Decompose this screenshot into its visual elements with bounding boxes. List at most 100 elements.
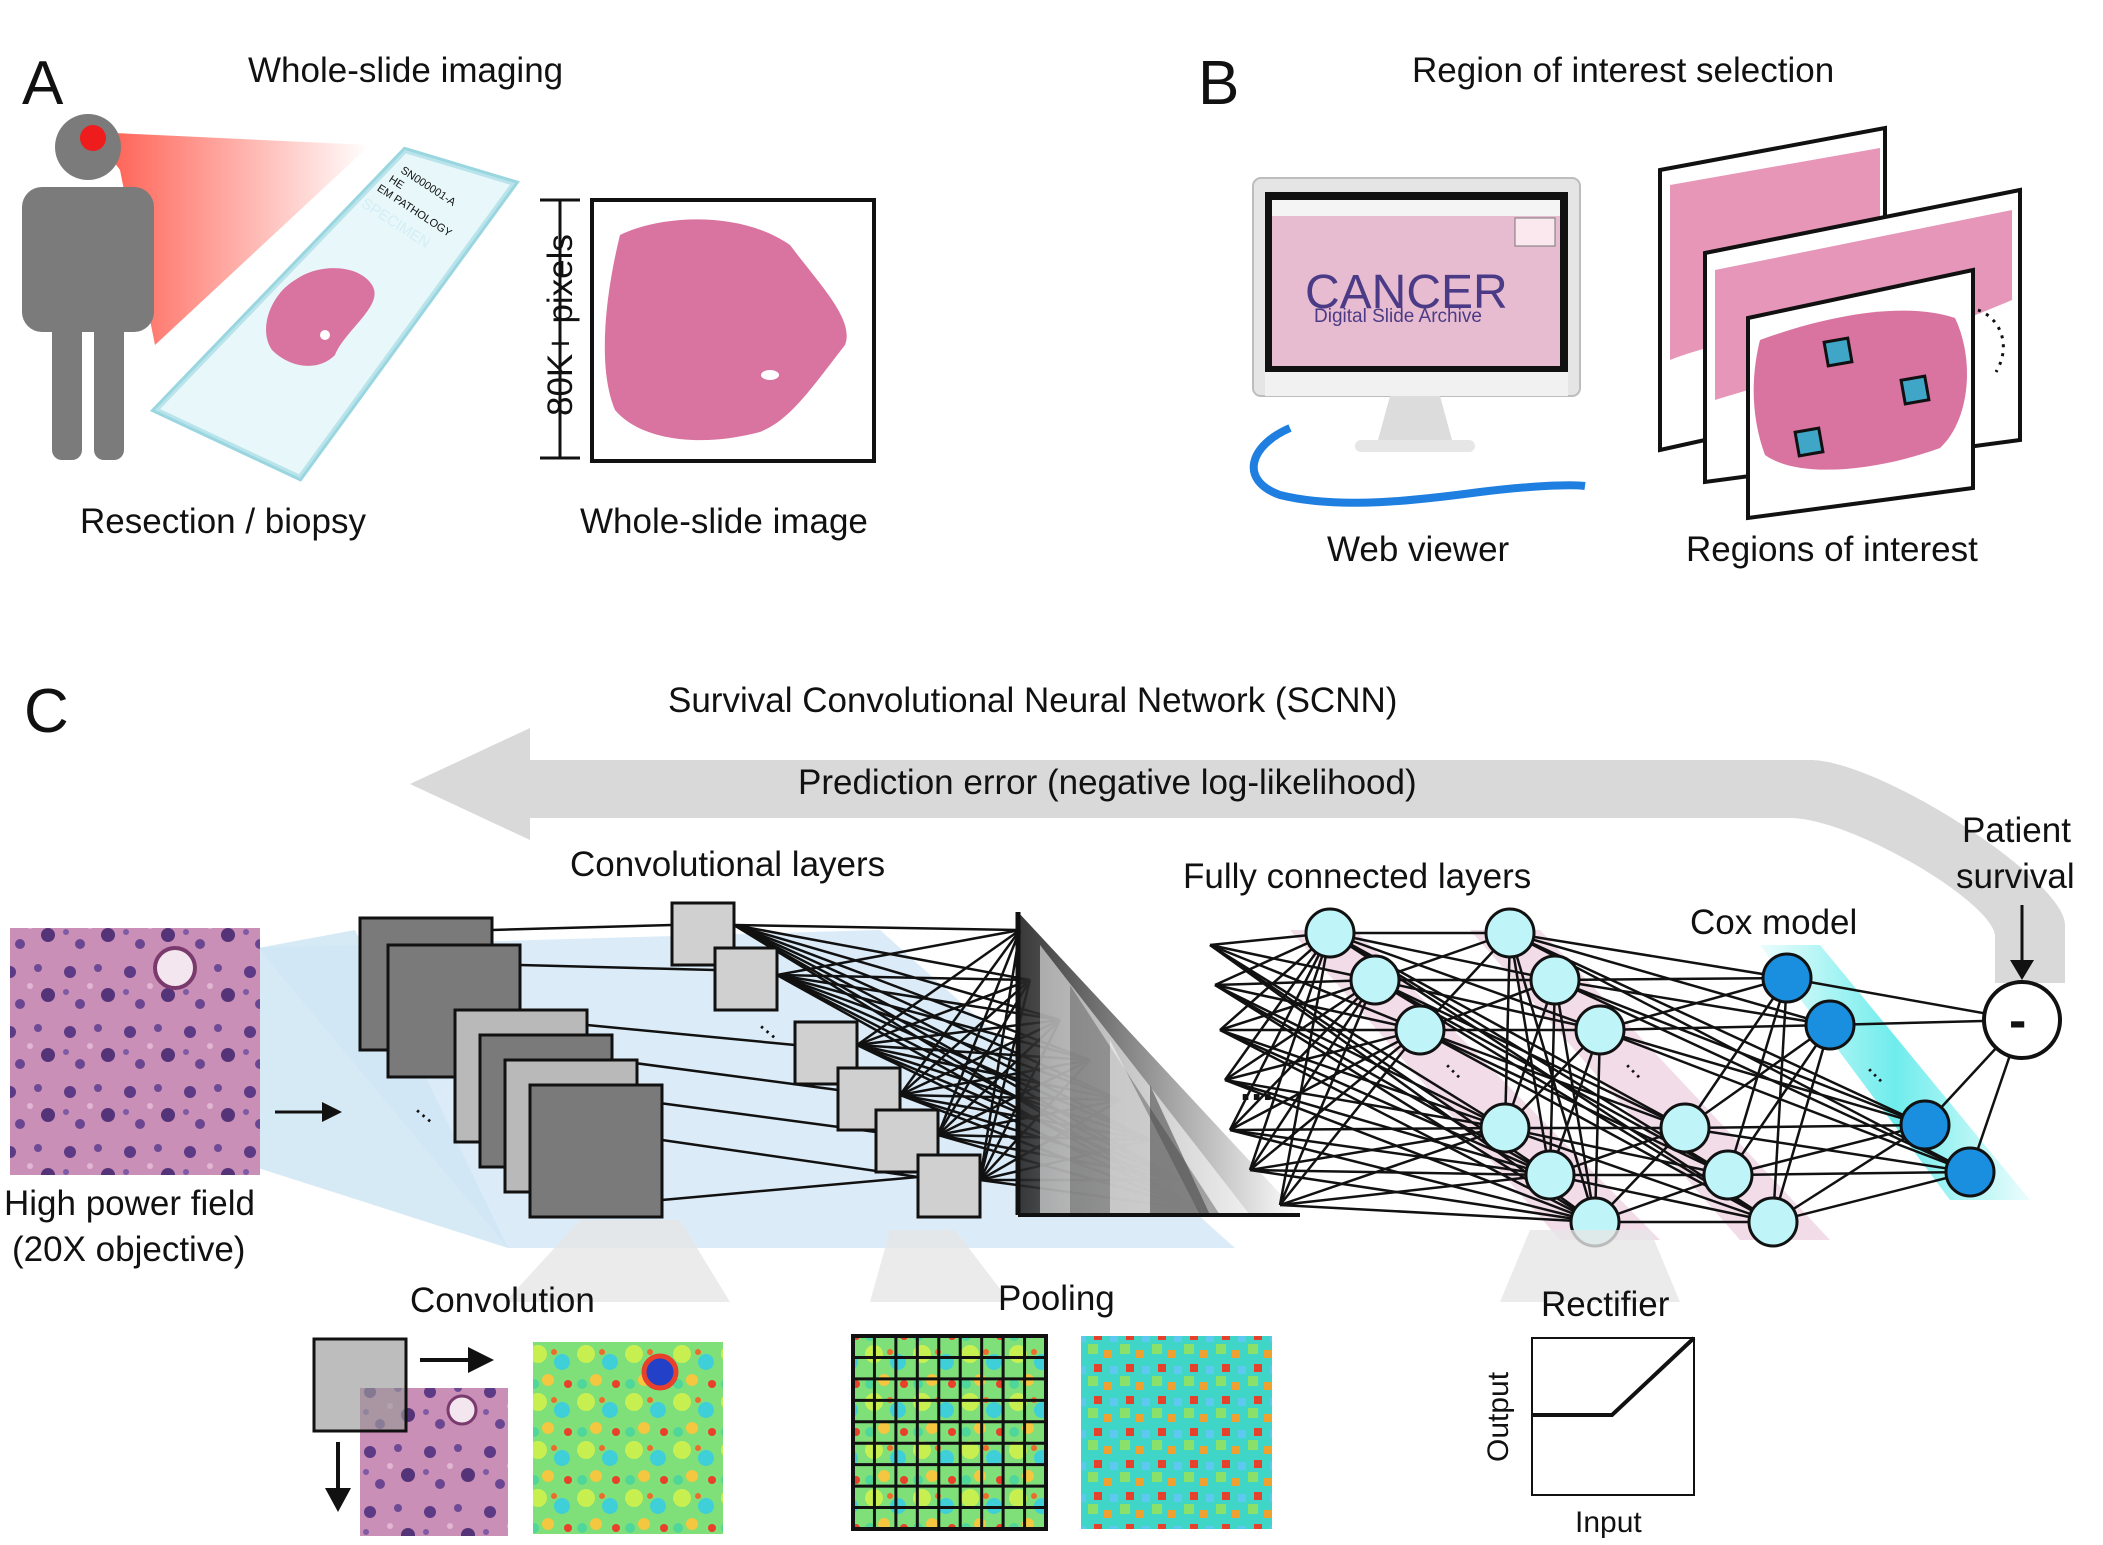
input-arrow-head [322, 1102, 342, 1122]
fc-link [1224, 1028, 1421, 1082]
fc-neuron [1574, 1004, 1626, 1056]
fc-neuron [1747, 1196, 1799, 1248]
input-band [258, 930, 508, 1248]
panel-a-letter: A [22, 49, 64, 118]
fc-link [1248, 979, 1377, 1171]
fc-neuron [1484, 907, 1536, 959]
fc-link [1599, 1028, 1971, 1174]
hpf-label-line-2: (20X objective) [12, 1230, 245, 1269]
pooled-map [916, 1153, 982, 1219]
fc-link [1219, 1028, 1506, 1130]
deep-link [978, 929, 1022, 1181]
patient-label-line-1: Patient [1962, 811, 2071, 850]
pooled-map [713, 946, 779, 1012]
deep-layer-stack [1015, 912, 1300, 1217]
monitor-cable [1249, 424, 1586, 507]
conv-link [586, 1023, 796, 1047]
pool-grid [853, 1336, 1046, 1529]
fc-link [1249, 1029, 1421, 1171]
conv-output-map [533, 1342, 723, 1534]
scanner-beam [92, 132, 370, 345]
roi-marker [1899, 374, 1931, 406]
rectifier-label: Rectifier [1541, 1285, 1670, 1324]
deep-link [936, 979, 1032, 1136]
deep-link [733, 923, 1021, 932]
fc-link [1248, 932, 1332, 1171]
pool-input-frame [851, 1334, 1048, 1531]
deep-link [776, 973, 1061, 1022]
cox-neuron [1944, 1146, 1996, 1198]
feature-map [528, 1083, 664, 1219]
fc-link [1684, 1123, 1926, 1130]
pool-output-map [1081, 1336, 1272, 1529]
roi-stack [1658, 125, 2022, 521]
caption-whole-slide-image: Whole-slide image [580, 502, 868, 541]
conv-input-vessel [446, 1394, 478, 1426]
feedback-arrow [410, 728, 2065, 983]
conv-link [636, 1098, 877, 1134]
cox-neuron [1761, 952, 1813, 1004]
minus-sign: - [2009, 992, 2026, 1050]
fc-link [1553, 979, 1597, 1223]
kernel-arrow-down-head [325, 1488, 351, 1512]
fc-link [1771, 977, 1789, 1223]
fc-link [1209, 943, 1376, 982]
fc-link [1509, 931, 1788, 980]
fc-link [1224, 1078, 1551, 1177]
scanner-spot-icon [80, 125, 106, 151]
panel-b-letter: B [1198, 49, 1239, 118]
deep-link [733, 923, 1061, 1022]
fc-link [1279, 1173, 1551, 1207]
fc-neuron [1659, 1102, 1711, 1154]
fc-link [1508, 932, 1597, 1223]
minus-node [1982, 980, 2062, 1060]
fc-neuron [1349, 954, 1401, 1006]
caption-regions-of-interest: Regions of interest [1686, 530, 1978, 569]
pool-input-map [853, 1336, 1046, 1529]
fc-layers-label: Fully connected layers [1183, 857, 1531, 896]
conv-kernel [312, 1337, 408, 1433]
whole-slide-tissue [604, 219, 847, 441]
fc-link [1599, 1023, 1831, 1032]
fc-neuron [1524, 1149, 1576, 1201]
whole-slide-hole [761, 370, 779, 380]
fc-neuron [1702, 1149, 1754, 1201]
fc-link [1229, 1126, 1506, 1132]
caption-web-viewer: Web viewer [1327, 530, 1510, 569]
fc-link [1214, 983, 1506, 1130]
feature-maps [358, 916, 664, 1219]
panel-c-title: Survival Convolutional Neural Network (S… [668, 681, 1397, 720]
rectifier-curve [1532, 1336, 1696, 1417]
fc-link [1772, 1170, 1971, 1224]
dimension-bar [540, 198, 580, 460]
hpf-label-line-1: High power field [4, 1184, 255, 1223]
fc-link [1509, 931, 1926, 1127]
patient-arrow-head [2010, 960, 2034, 980]
fc-link [1772, 1123, 1926, 1224]
fc-link [1727, 1123, 1926, 1177]
roi-marker [1822, 336, 1854, 368]
panel-a-title: Whole-slide imaging [248, 51, 563, 90]
caption-resection: Resection / biopsy [80, 502, 366, 541]
roi-marker [1793, 426, 1825, 458]
screen-subtitle: Digital Slide Archive [1314, 306, 1482, 327]
rectifier-output-label: Output [1482, 1371, 1515, 1462]
conv-layers-label: Convolutional layers [570, 845, 885, 884]
deep-link [856, 978, 1031, 1047]
fc-link [1278, 979, 1377, 1206]
deep-link [733, 923, 1031, 982]
hpf-image [10, 928, 260, 1175]
conv-link [661, 1175, 919, 1202]
conv-link [519, 963, 716, 972]
screen-title: CANCER [1305, 266, 1508, 319]
deep-link [856, 928, 1021, 1047]
pooling-label: Pooling [998, 1279, 1115, 1318]
fc-link [1249, 1168, 1551, 1177]
fc-link [1229, 979, 1376, 1131]
rectifier-input-label: Input [1575, 1506, 1642, 1539]
fc-neuron [1479, 1102, 1531, 1154]
glass-slide [149, 146, 520, 482]
fc-link [1503, 932, 1512, 1129]
fc-link [1249, 1168, 1596, 1224]
